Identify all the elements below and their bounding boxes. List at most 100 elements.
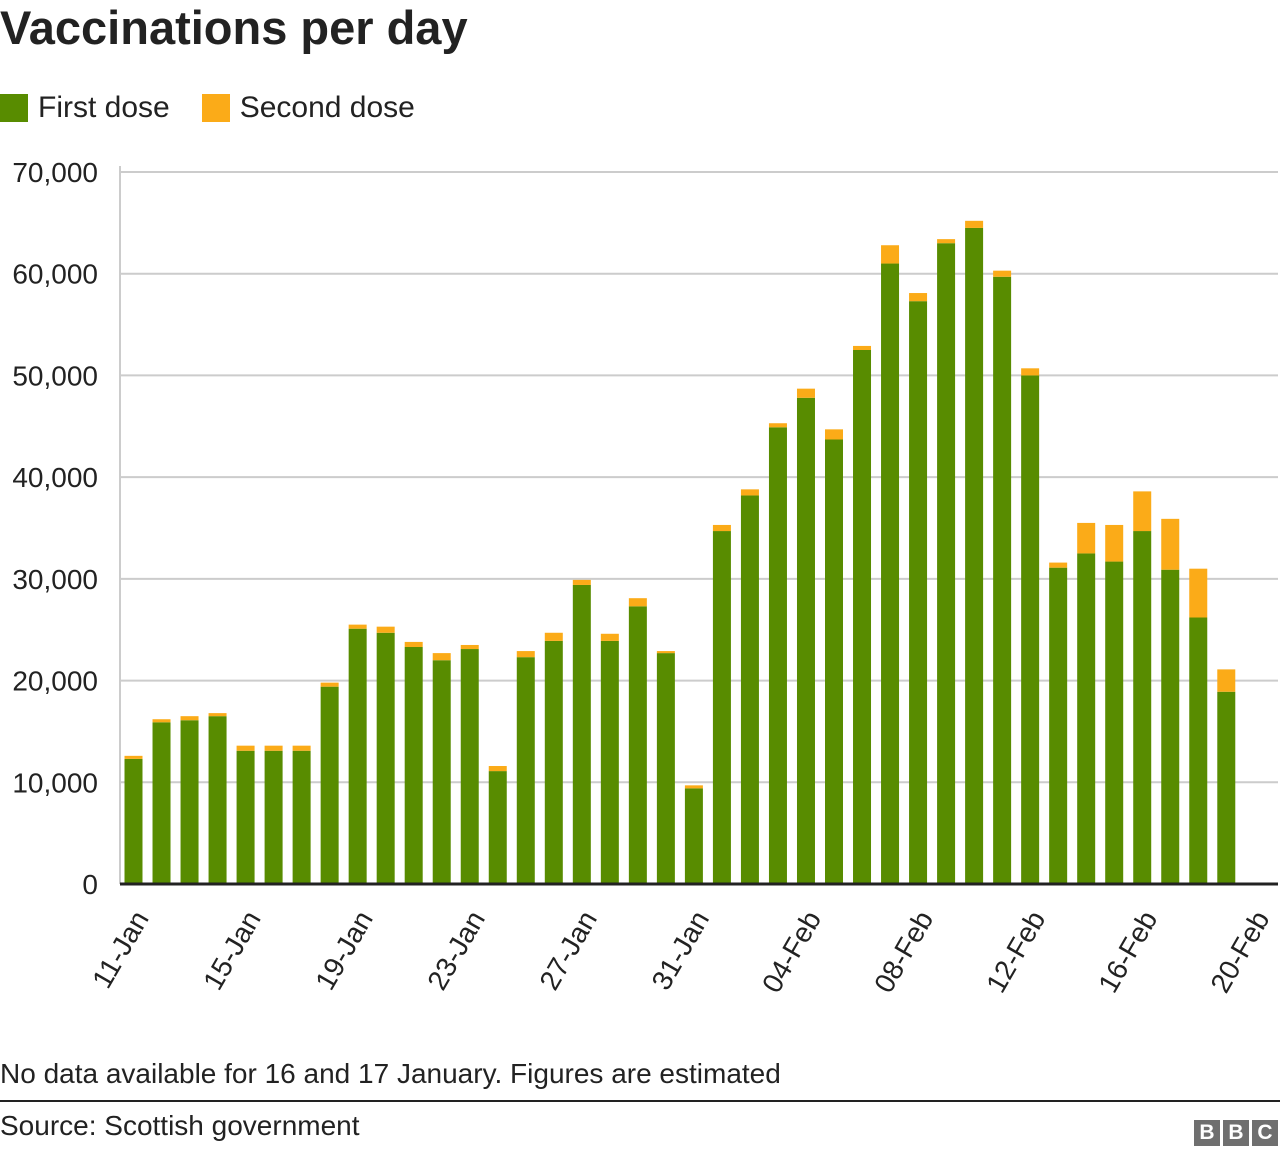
bbc-logo: B B C — [1191, 1120, 1278, 1146]
y-tick-label: 20,000 — [12, 666, 98, 697]
bar-first-dose — [152, 722, 171, 884]
bar-second-dose — [544, 632, 563, 641]
legend-item-first-dose: First dose — [0, 91, 170, 125]
legend-swatch-second-dose — [201, 94, 230, 122]
x-tick-label: 15-Jan — [197, 906, 267, 996]
bar-first-dose — [993, 276, 1012, 884]
bar-second-dose — [320, 682, 339, 687]
x-tick-label: 23-Jan — [421, 906, 491, 996]
x-tick-label: 27-Jan — [533, 906, 603, 996]
bar-second-dose — [740, 489, 759, 496]
bar-second-dose — [404, 641, 423, 648]
bar-second-dose — [348, 624, 367, 629]
bar-first-dose — [124, 758, 143, 884]
bar-first-dose — [712, 531, 731, 884]
bar-first-dose — [825, 439, 843, 884]
bar-second-dose — [1133, 491, 1152, 532]
bar-first-dose — [516, 657, 535, 884]
bar-first-dose — [600, 640, 619, 884]
bar-second-dose — [1021, 368, 1040, 376]
bar-first-dose — [853, 350, 872, 884]
legend: First dose Second dose — [0, 88, 447, 128]
bar-first-dose — [740, 495, 759, 884]
bar-second-dose — [881, 245, 900, 264]
x-tick-label: 20-Feb — [1204, 906, 1275, 998]
bar-second-dose — [656, 651, 675, 654]
bar-first-dose — [432, 660, 451, 884]
bar-first-dose — [460, 649, 479, 884]
bar-first-dose — [1021, 375, 1040, 884]
bar-first-dose — [348, 628, 367, 884]
y-tick-label: 70,000 — [12, 157, 98, 188]
bar-second-dose — [180, 716, 199, 721]
y-tick-label: 0 — [82, 869, 98, 900]
y-tick-label: 50,000 — [12, 360, 98, 391]
bar-second-dose — [376, 626, 395, 633]
bar-second-dose — [796, 388, 815, 398]
y-tick-label: 40,000 — [12, 462, 98, 493]
bar-second-dose — [965, 220, 984, 228]
bbc-logo-block: B — [1194, 1120, 1220, 1146]
bar-second-dose — [236, 745, 255, 751]
bar-first-dose — [1161, 569, 1180, 884]
bar-second-dose — [292, 745, 311, 751]
bar-second-dose — [600, 633, 619, 641]
x-tick-label: 19-Jan — [309, 906, 379, 996]
bar-second-dose — [208, 713, 227, 717]
bbc-logo-block: B — [1223, 1120, 1249, 1146]
x-tick-label: 31-Jan — [645, 906, 715, 996]
x-tick-label: 08-Feb — [868, 906, 939, 998]
bar-first-dose — [404, 647, 423, 884]
bar-second-dose — [712, 524, 731, 532]
bar-first-dose — [965, 227, 984, 884]
bar-first-dose — [881, 263, 900, 884]
bar-first-dose — [544, 640, 563, 884]
x-tick-label: 12-Feb — [980, 906, 1051, 998]
legend-label-first-dose: First dose — [38, 91, 170, 124]
bar-first-dose — [656, 653, 675, 884]
bar-first-dose — [208, 716, 227, 884]
bar-first-dose — [236, 750, 255, 884]
bar-first-dose — [1105, 561, 1124, 884]
bar-second-dose — [628, 598, 647, 607]
bar-second-dose — [152, 719, 171, 723]
chart-note: No data available for 16 and 17 January.… — [0, 1058, 781, 1089]
bar-second-dose — [1105, 524, 1124, 562]
bar-second-dose — [1161, 518, 1180, 570]
y-tick-label: 10,000 — [12, 767, 98, 798]
bar-second-dose — [460, 644, 479, 650]
bar-first-dose — [376, 632, 395, 884]
bar-second-dose — [572, 579, 591, 585]
bar-first-dose — [1189, 617, 1208, 884]
bar-second-dose — [1217, 669, 1236, 692]
bar-first-dose — [628, 606, 647, 884]
chart-title: Vaccinations per day — [0, 1, 468, 54]
bar-first-dose — [1049, 567, 1068, 884]
bar-first-dose — [180, 720, 199, 884]
y-tick-label: 30,000 — [12, 564, 98, 595]
bar-second-dose — [1049, 562, 1068, 568]
legend-swatch-first-dose — [0, 94, 28, 122]
bar-first-dose — [768, 427, 787, 884]
bar-second-dose — [993, 270, 1012, 277]
bar-second-dose — [264, 745, 283, 751]
bar-second-dose — [516, 651, 535, 658]
legend-item-second-dose: Second dose — [201, 91, 415, 125]
bar-first-dose — [264, 750, 283, 884]
bar-first-dose — [1217, 691, 1236, 884]
bar-second-dose — [937, 239, 956, 244]
y-tick-label: 60,000 — [12, 259, 98, 290]
legend-label-second-dose: Second dose — [239, 91, 415, 124]
source-text: Source: Scottish government — [0, 1110, 360, 1141]
bar-second-dose — [124, 755, 143, 759]
bar-second-dose — [1189, 568, 1208, 618]
footer-divider — [0, 1100, 1280, 1102]
x-tick-label: 04-Feb — [756, 906, 827, 998]
bar-second-dose — [488, 766, 507, 772]
bar-second-dose — [853, 345, 872, 350]
x-tick-label: 16-Feb — [1092, 906, 1163, 998]
bar-first-dose — [1077, 553, 1096, 884]
bar-first-dose — [488, 771, 507, 884]
bar-first-dose — [909, 301, 928, 884]
bar-first-dose — [572, 584, 591, 884]
